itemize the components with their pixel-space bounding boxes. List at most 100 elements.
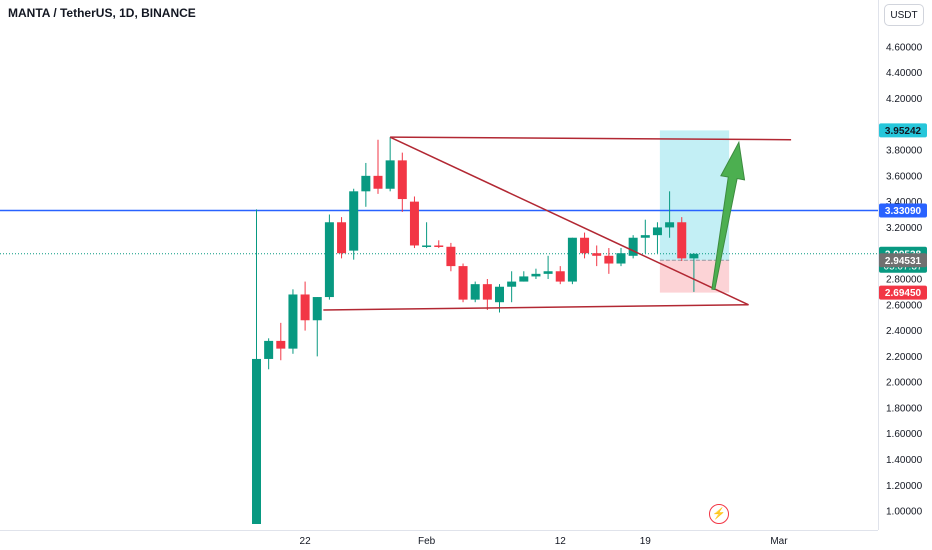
candle-body: [592, 253, 602, 256]
candle-body: [495, 286, 504, 303]
candle: [580, 232, 590, 259]
candle: [592, 245, 602, 267]
candle-body: [677, 222, 687, 259]
candle: [616, 248, 626, 267]
price-tag: 2.69450: [879, 285, 927, 300]
trendline: [389, 136, 749, 306]
candle: [422, 222, 432, 249]
candle-body: [373, 175, 383, 189]
candle: [337, 217, 347, 259]
candle-body: [652, 227, 662, 236]
x-tick-label: Mar: [770, 536, 788, 547]
candle-body: [349, 191, 359, 251]
candle-body: [324, 222, 334, 298]
y-tick-label: 1.60000: [886, 429, 923, 440]
candle-body: [312, 297, 322, 321]
candle-body: [555, 271, 565, 282]
candle-body: [397, 160, 407, 200]
candle-body: [580, 237, 590, 254]
price-tag-label: 2.94531: [885, 256, 922, 267]
candle-body: [616, 253, 626, 264]
candle-body: [507, 281, 517, 287]
candle: [458, 263, 468, 303]
candle: [507, 271, 517, 303]
candle: [264, 338, 274, 370]
candle-body: [409, 201, 419, 246]
y-tick-label: 3.60000: [886, 171, 923, 182]
price-tag-label: 3.33090: [885, 206, 922, 217]
y-tick-label: 4.40000: [886, 68, 923, 79]
candle: [361, 162, 371, 207]
candle-body: [482, 284, 492, 300]
candle: [519, 271, 529, 282]
candle-body: [288, 294, 298, 349]
x-tick-label: Feb: [418, 536, 436, 547]
y-tick-label: 4.20000: [886, 94, 923, 105]
candle: [543, 255, 553, 279]
candle: [640, 219, 650, 254]
price-tag-bg: [879, 123, 927, 138]
candle: [373, 139, 383, 194]
candle-body: [300, 294, 310, 321]
currency-button[interactable]: USDT: [884, 4, 924, 26]
lightning-icon[interactable]: ⚡: [709, 504, 729, 524]
candle-body: [422, 245, 432, 247]
price-tag-bg: [879, 285, 927, 300]
candle: [252, 209, 261, 524]
candle-body: [361, 175, 371, 192]
candle: [446, 242, 456, 272]
candle: [677, 217, 687, 261]
price-tag-label: 3.95242: [885, 126, 922, 137]
candle-body: [604, 255, 614, 264]
candle: [385, 137, 395, 192]
price-tag: 3.33090: [879, 203, 927, 218]
x-tick-label: 12: [555, 536, 567, 547]
candle: [555, 266, 565, 285]
y-tick-label: 2.00000: [886, 378, 923, 389]
candle-body: [567, 237, 577, 282]
candle: [470, 281, 480, 303]
y-tick-label: 2.20000: [886, 352, 923, 363]
trendline: [390, 136, 792, 141]
price-tag-bg: [879, 253, 927, 268]
candle: [482, 279, 492, 310]
trendline: [323, 304, 749, 311]
y-tick-label: 3.40000: [886, 197, 923, 208]
price-tag-label: 2.69450: [885, 288, 922, 299]
price-tag: 3.95242: [879, 123, 927, 138]
y-tick-label: 4.60000: [886, 42, 923, 53]
candle-body: [628, 237, 638, 256]
candle-body: [665, 222, 675, 228]
price-tag-bg: [879, 203, 927, 218]
y-tick-label: 2.40000: [886, 326, 923, 337]
y-tick-label: 1.20000: [886, 481, 923, 492]
candle: [312, 297, 322, 357]
y-tick-label: 2.80000: [886, 275, 923, 286]
candle-body: [385, 160, 395, 189]
candle: [628, 235, 638, 259]
candle-body: [264, 340, 274, 359]
candle: [531, 268, 541, 279]
y-tick-label: 3.20000: [886, 223, 923, 234]
candle-body: [519, 276, 529, 282]
candle: [349, 188, 359, 260]
candle-body: [543, 271, 553, 274]
candle: [604, 248, 614, 274]
candle-body: [276, 340, 286, 349]
candle: [324, 214, 334, 300]
candle: [652, 222, 662, 254]
x-tick-label: 19: [640, 536, 652, 547]
candle-body: [689, 253, 699, 259]
candle-body: [252, 358, 261, 524]
candle: [300, 281, 310, 331]
y-tick-label: 3.80000: [886, 146, 923, 157]
candle: [409, 196, 419, 249]
position-target-zone: [659, 130, 730, 261]
y-tick-label: 1.80000: [886, 403, 923, 414]
candle: [434, 240, 444, 249]
x-tick-label: 22: [300, 536, 312, 547]
green-arrow: [711, 140, 746, 291]
candle: [288, 289, 298, 354]
candle: [689, 253, 699, 292]
